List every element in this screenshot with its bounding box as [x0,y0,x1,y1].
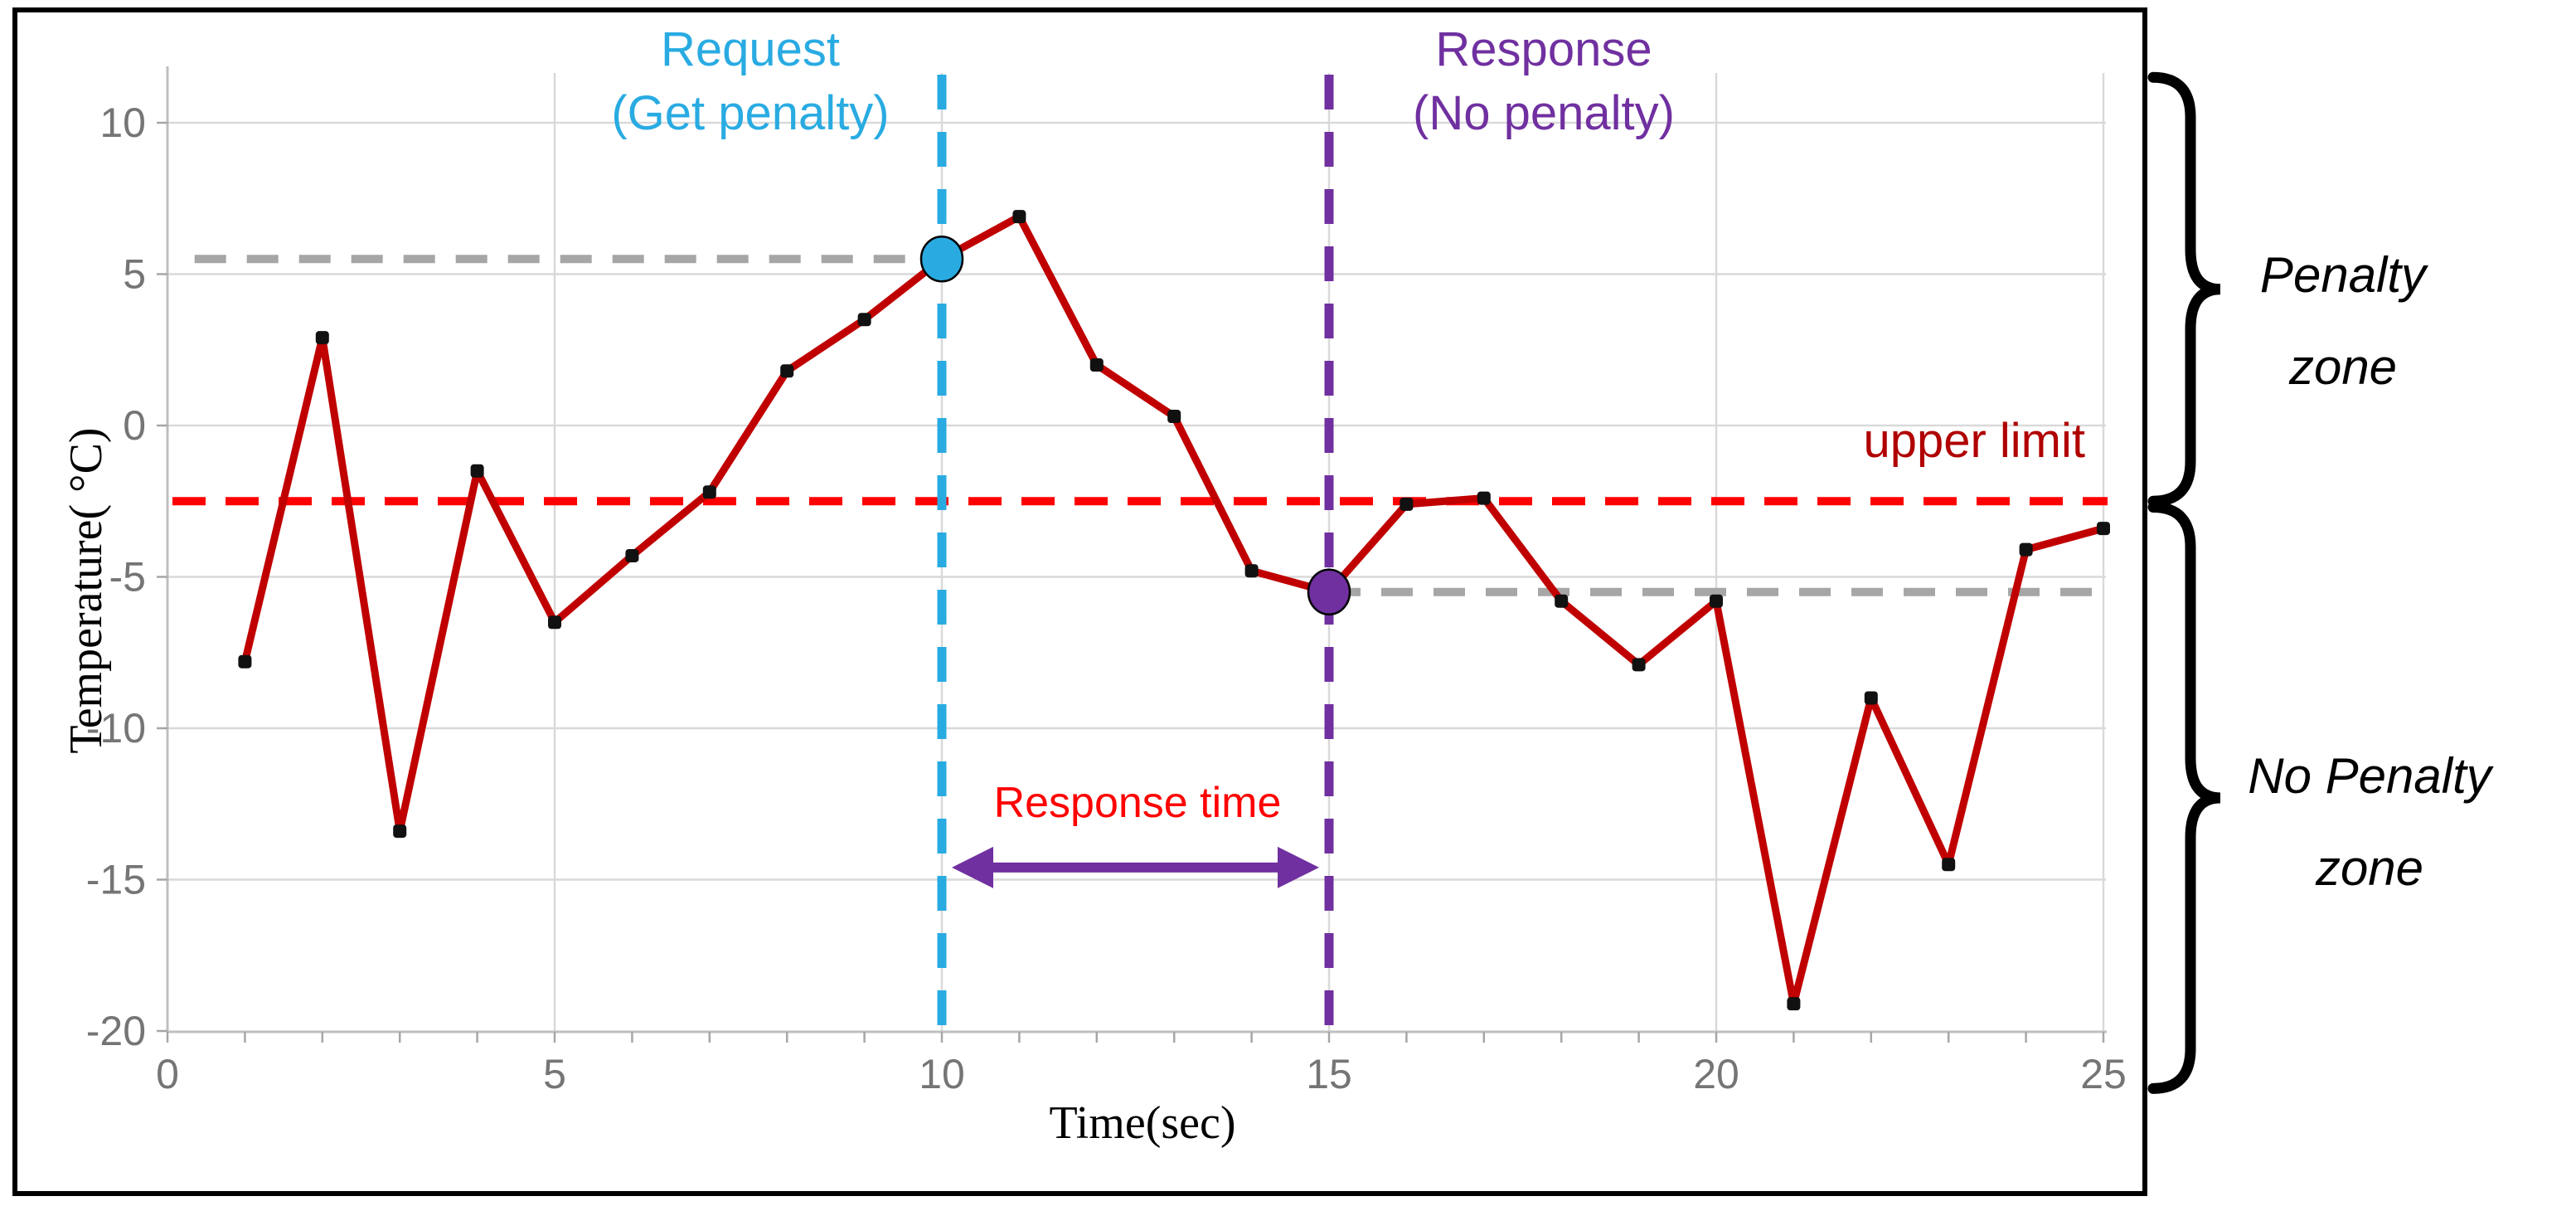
data-point-marker [1555,594,1569,608]
no-penalty-zone-label: No Penalty zone [2248,730,2491,914]
temperature-line [241,212,2105,1008]
x-tick-label: 10 [919,1051,965,1097]
data-point-marker [625,548,639,562]
penalty-zone-line1: Penalty [2259,247,2427,303]
y-tick-label: -20 [86,1008,146,1054]
no-penalty-zone-line2: zone [2315,840,2424,896]
arrowhead-left [952,846,993,888]
response-time-label: Response time [993,779,1282,827]
response-annotation: Response (No penalty) [1413,18,1675,145]
upper-limit-label: upper limit [1863,414,2085,468]
x-tick-label: 5 [543,1051,566,1097]
penalty-zone-label: Penalty zone [2260,229,2426,413]
data-point-marker [1244,564,1259,578]
x-axis-title: Time(sec) [1049,1097,1236,1149]
y-tick-label: -5 [109,554,146,601]
data-point-marker [1864,691,1878,705]
data-point-marker [1012,210,1026,224]
response-annotation-line2: (No penalty) [1413,85,1675,140]
y-tick-label: 5 [123,251,146,298]
data-point-marker [1787,997,1801,1011]
request-annotation-line1: Request [660,22,841,76]
response-annotation-line1: Response [1435,22,1652,76]
data-point-marker [238,654,252,669]
request-annotation: Request (Get penalty) [611,18,889,145]
data-point-marker [702,485,716,499]
y-axis-title: Temperature( °C) [61,427,112,754]
data-point-marker [1632,658,1646,672]
data-point-marker [2019,542,2033,557]
penalty-zone-brace [2147,71,2221,507]
data-point-marker [1400,497,1414,511]
y-tick-label: 0 [123,402,146,449]
y-tick-label: -15 [86,857,146,903]
y-tick-label: 10 [99,100,146,146]
data-point-marker [780,364,794,378]
data-point-marker [470,464,484,478]
data-point-marker [2097,522,2110,536]
data-point-marker [1942,858,1956,872]
request-event-point [919,236,964,283]
y-tick-label: -10 [86,705,146,751]
data-point-marker [1477,491,1491,505]
data-point-marker [548,615,561,630]
data-point-marker [1089,358,1104,372]
response-event-point [1307,568,1351,615]
data-point-marker [1710,594,1723,608]
data-point-marker [1167,410,1181,424]
x-tick-label: 0 [156,1051,179,1097]
x-tick-label: 20 [1693,1051,1739,1097]
x-tick-label: 25 [2080,1051,2127,1097]
data-point-marker [857,313,871,327]
data-point-marker [393,824,407,839]
arrowhead-right [1278,846,1319,888]
figure-frame [12,7,2147,1196]
no-penalty-zone-line1: No Penalty [2248,748,2491,804]
x-tick-label: 15 [1306,1051,1352,1097]
data-point-marker [315,331,329,345]
request-annotation-line2: (Get penalty) [611,85,890,140]
penalty-zone-line2: zone [2288,339,2398,395]
no-penalty-zone-brace [2147,502,2221,1094]
